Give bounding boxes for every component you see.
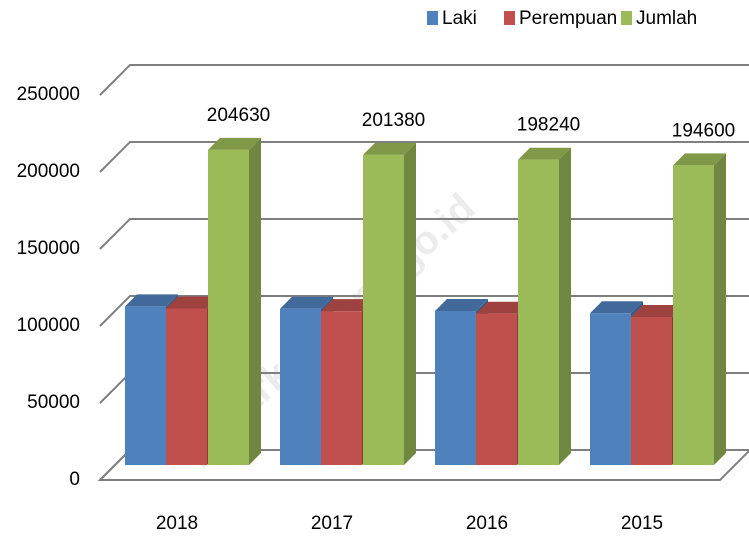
bar-side	[404, 142, 416, 465]
bar-top	[518, 147, 571, 160]
bar	[518, 147, 571, 466]
bar-top	[208, 137, 261, 150]
bar	[673, 153, 726, 466]
bar-top	[631, 305, 684, 318]
x-tick-label: 2017	[311, 513, 353, 534]
grid-line	[99, 64, 749, 96]
legend-label: Laki	[442, 8, 477, 29]
bar-top	[125, 294, 178, 307]
y-tick-label: 0	[69, 469, 80, 490]
bar	[208, 137, 261, 465]
legend-swatch	[427, 11, 438, 25]
bar-front	[590, 313, 631, 465]
bar-front	[166, 308, 207, 465]
bar-front	[518, 159, 559, 466]
legend-label: Perempuan	[519, 8, 617, 29]
bar-front	[125, 306, 166, 465]
bar-top	[166, 296, 219, 309]
legend-label: Jumlah	[636, 8, 697, 29]
y-tick-label: 250000	[17, 84, 80, 105]
data-label: 201380	[362, 110, 425, 131]
bar-top	[476, 301, 529, 314]
x-tick-label: 2015	[621, 513, 663, 534]
y-tick-label: 200000	[17, 161, 80, 182]
grid-line	[99, 141, 749, 173]
legend-swatch	[621, 11, 632, 25]
bar-front	[321, 311, 362, 465]
bar-top	[590, 301, 643, 314]
bar-top	[673, 153, 726, 166]
y-tick-label: 150000	[17, 238, 80, 259]
y-tick-label: 100000	[17, 315, 80, 336]
bar-side	[249, 137, 261, 465]
y-tick-label: 50000	[27, 392, 80, 413]
bar-front	[631, 317, 672, 465]
x-tick-label: 2018	[156, 513, 198, 534]
bar-front	[476, 313, 517, 465]
bar-front	[673, 165, 714, 466]
data-label: 198240	[517, 115, 580, 136]
data-label: 194600	[672, 120, 735, 141]
bar-side	[714, 153, 726, 466]
legend-swatch	[504, 11, 515, 25]
bar	[363, 142, 416, 465]
bar-front	[435, 311, 476, 465]
bar-top	[280, 296, 333, 309]
bar-top	[363, 142, 416, 155]
x-tick-label: 2016	[466, 513, 508, 534]
bar-front	[280, 308, 321, 465]
bar-top	[435, 299, 488, 311]
bar-front	[208, 149, 249, 465]
bar-top	[321, 299, 374, 312]
bar-side	[559, 147, 571, 466]
bar-front	[363, 154, 404, 465]
data-label: 204630	[207, 105, 270, 126]
